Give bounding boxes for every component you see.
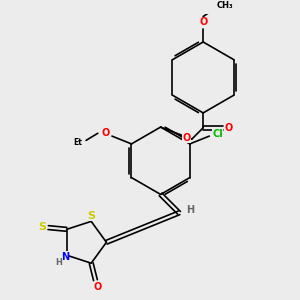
Text: S: S [38,222,46,232]
Text: O: O [199,17,207,28]
Text: O: O [102,128,110,138]
Text: Et: Et [73,138,82,147]
Text: H: H [56,258,62,267]
Text: N: N [61,252,69,262]
Text: S: S [88,211,96,221]
Text: H: H [186,205,194,215]
Text: O: O [225,123,233,133]
Text: O: O [182,133,190,143]
Text: CH₃: CH₃ [216,1,233,10]
Text: Cl: Cl [212,129,223,139]
Text: O: O [93,282,101,292]
